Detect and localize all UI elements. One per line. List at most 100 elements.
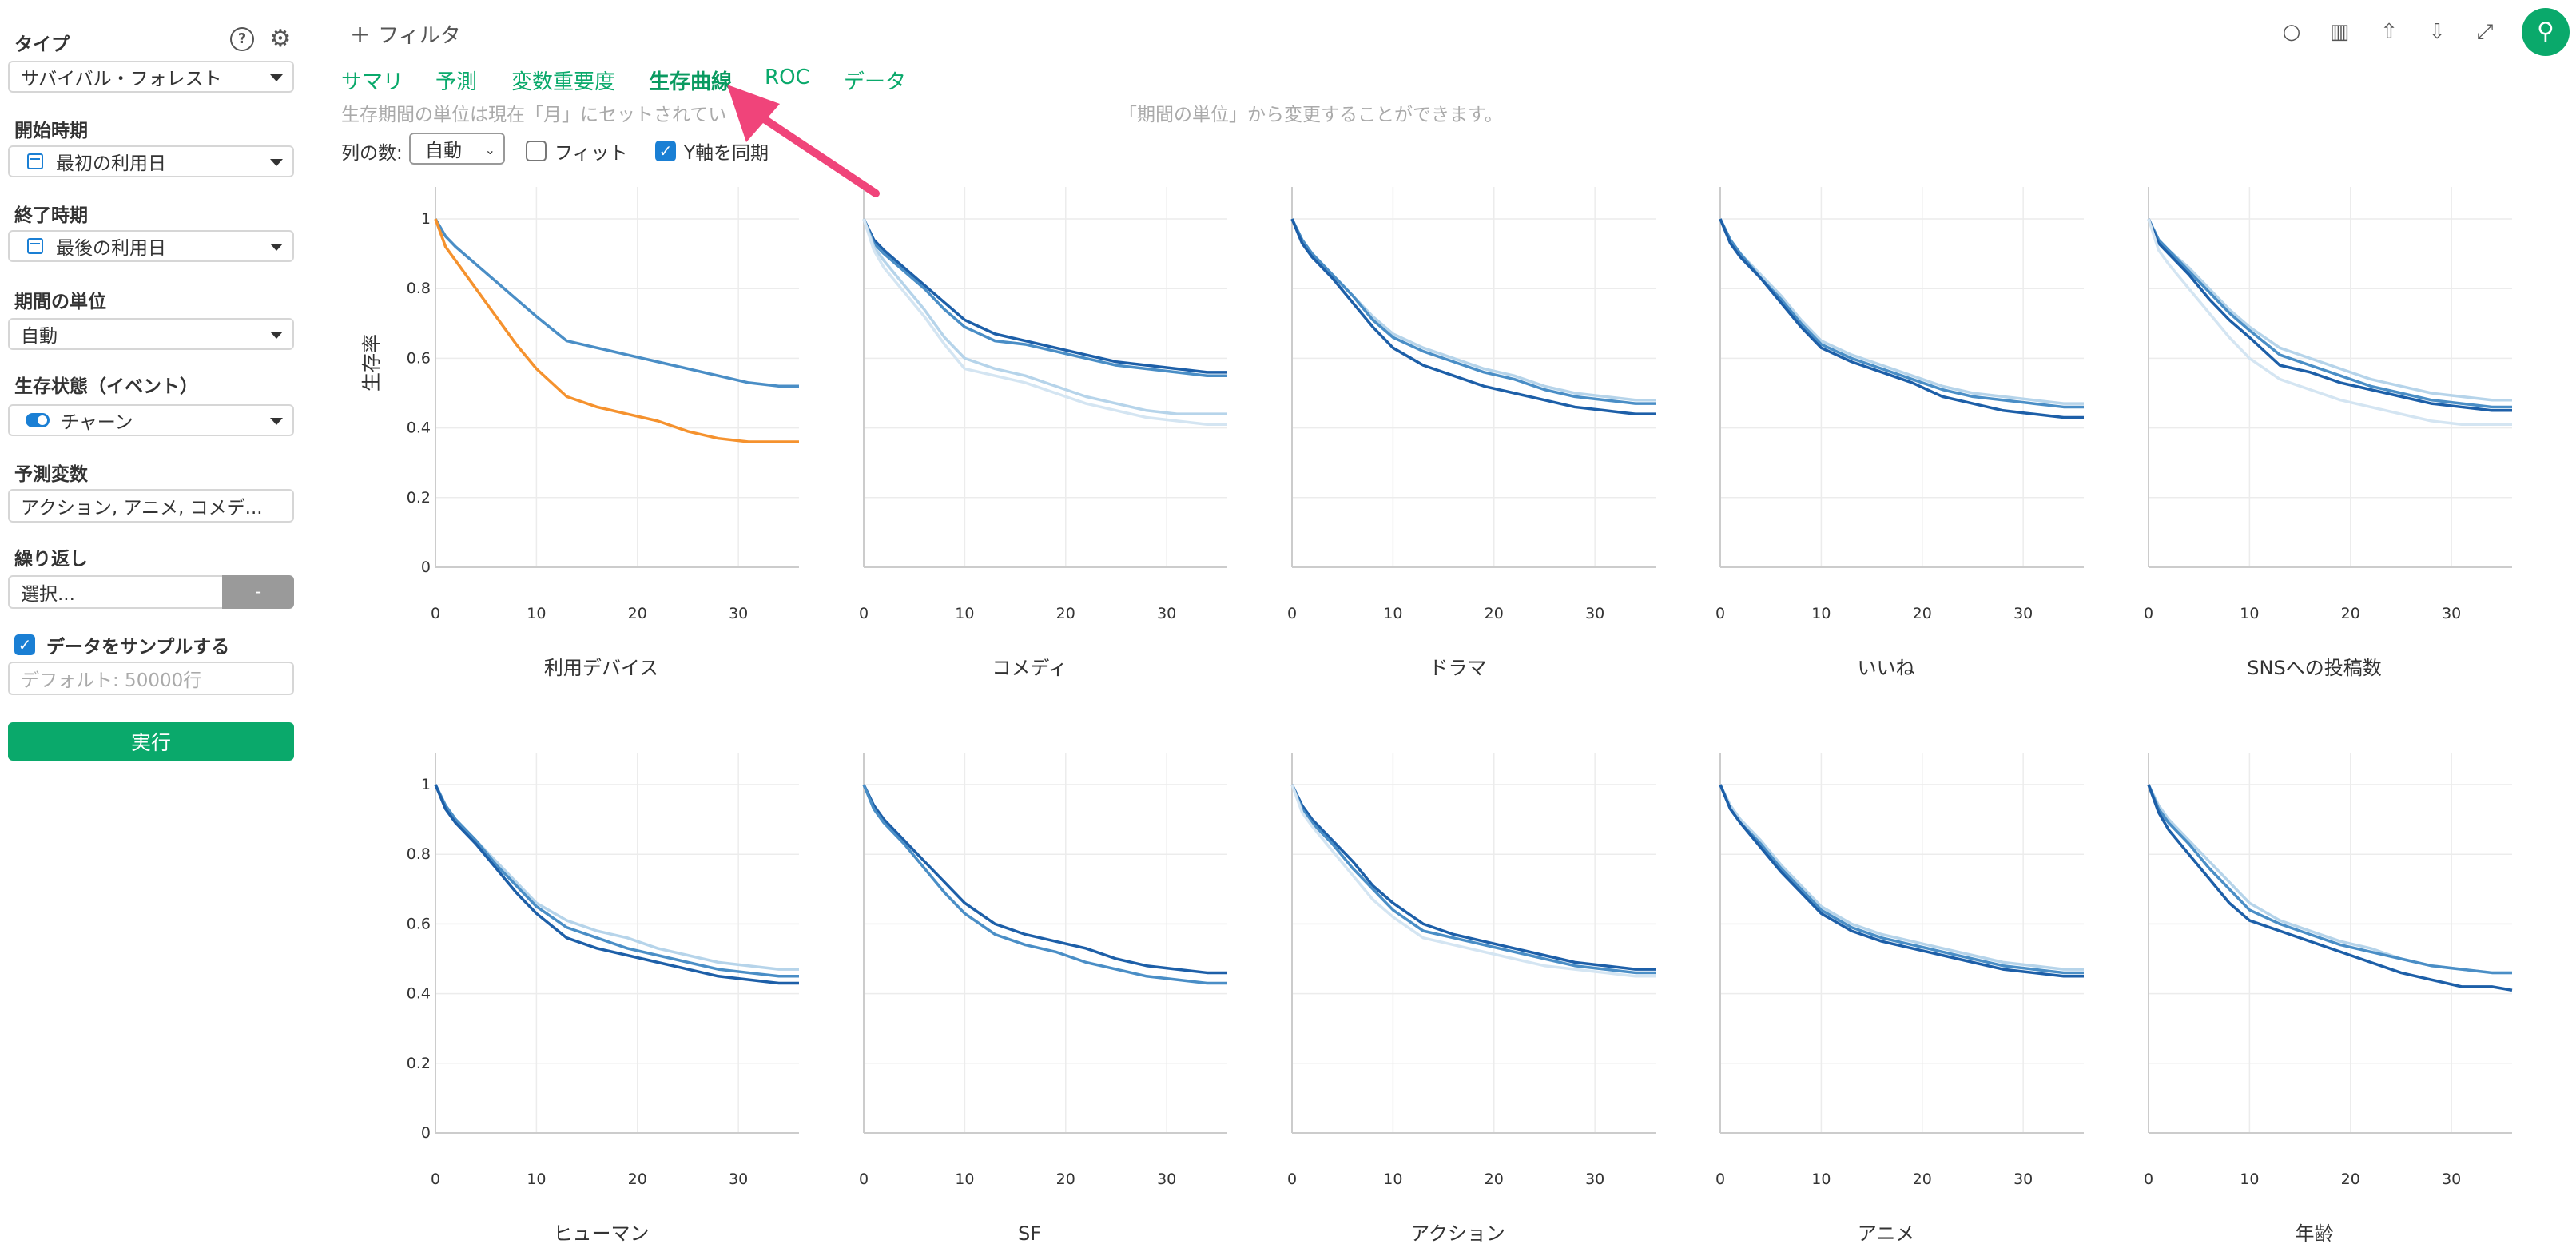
run-button[interactable]: 実行 bbox=[8, 722, 294, 761]
calendar-icon bbox=[27, 238, 43, 254]
x-tick-label: 10 bbox=[1383, 1171, 1402, 1188]
series-line bbox=[1719, 218, 2084, 419]
type-select-value: サバイバル・フォレスト bbox=[21, 69, 222, 89]
x-tick-label: 30 bbox=[1585, 1171, 1604, 1188]
pin-icon[interactable]: ⚲ bbox=[2522, 8, 2570, 56]
type-select[interactable]: サバイバル・フォレスト bbox=[8, 61, 294, 93]
y-tick-label: 0 bbox=[421, 558, 431, 576]
upload-icon[interactable]: ⇧ bbox=[2380, 20, 2398, 44]
y-tick-label: 0.6 bbox=[407, 915, 431, 932]
tab-data[interactable]: データ bbox=[844, 70, 907, 94]
x-tick-label: 0 bbox=[1715, 1171, 1725, 1188]
tab-importance[interactable]: 変数重要度 bbox=[511, 70, 616, 94]
calendar-icon bbox=[27, 153, 43, 169]
chevron-down-icon bbox=[270, 332, 283, 339]
chart-icon[interactable]: ▥ bbox=[2329, 20, 2350, 44]
series-line bbox=[1290, 784, 1656, 971]
series-line bbox=[2147, 218, 2512, 402]
series-line bbox=[2147, 218, 2512, 409]
x-tick-label: 10 bbox=[1811, 1171, 1831, 1188]
end-select[interactable]: 最後の利用日 bbox=[8, 230, 294, 262]
sample-checkbox-row: ✓ データをサンプルする bbox=[14, 631, 229, 658]
start-select[interactable]: 最初の利用日 bbox=[8, 145, 294, 177]
series-line bbox=[862, 218, 1227, 426]
columns-select-value: 自動 bbox=[425, 141, 462, 161]
x-tick-label: 10 bbox=[527, 1171, 546, 1188]
predictors-field[interactable]: アクション, アニメ, コメデ... bbox=[8, 489, 294, 523]
fit-checkbox-row: フィット bbox=[526, 137, 628, 165]
unit-select-value: 自動 bbox=[21, 326, 58, 347]
series-line bbox=[1719, 784, 2084, 971]
x-tick-label: 30 bbox=[1157, 605, 1176, 622]
fit-checkbox[interactable] bbox=[526, 141, 547, 161]
download-icon[interactable]: ⇩ bbox=[2428, 20, 2446, 44]
tab-prediction[interactable]: 予測 bbox=[435, 70, 478, 94]
comment-icon[interactable]: ○ bbox=[2282, 20, 2301, 44]
x-tick-label: 0 bbox=[859, 605, 869, 622]
chart-title: アニメ bbox=[1858, 1222, 1915, 1245]
y-tick-label: 0.4 bbox=[407, 419, 431, 437]
series-line bbox=[434, 784, 799, 978]
tab-roc[interactable]: ROC bbox=[765, 66, 810, 89]
y-tick-label: 0.6 bbox=[407, 349, 431, 367]
x-tick-label: 30 bbox=[2013, 1171, 2033, 1188]
series-line bbox=[1290, 784, 1656, 978]
x-tick-label: 30 bbox=[729, 605, 748, 622]
tab-survival-curve[interactable]: 生存曲線 bbox=[649, 70, 733, 94]
series-line bbox=[862, 218, 1227, 415]
x-tick-label: 20 bbox=[1056, 1171, 1075, 1188]
status-select[interactable]: チャーン bbox=[8, 404, 294, 436]
repeat-label: 繰り返し bbox=[14, 549, 88, 570]
chevron-down-icon bbox=[270, 244, 283, 251]
chart-title: ヒューマン bbox=[554, 1222, 650, 1245]
sample-checkbox[interactable]: ✓ bbox=[14, 634, 35, 655]
chart-title: ドラマ bbox=[1429, 657, 1487, 679]
x-tick-label: 20 bbox=[1485, 605, 1504, 622]
series-line bbox=[434, 784, 799, 971]
series-line bbox=[1719, 784, 2084, 975]
repeat-select[interactable]: 選択... bbox=[8, 575, 224, 609]
y-tick-label: 0.4 bbox=[407, 985, 431, 1003]
series-line bbox=[2147, 784, 2512, 975]
x-tick-label: 20 bbox=[1913, 1171, 1932, 1188]
sample-size-input[interactable]: デフォルト: 50000行 bbox=[8, 662, 294, 695]
series-line bbox=[862, 784, 1227, 975]
sync-checkbox[interactable]: ✓ bbox=[655, 141, 676, 161]
chart-title: SNSへの投稿数 bbox=[2247, 657, 2381, 679]
tab-summary[interactable]: サマリ bbox=[341, 70, 404, 94]
filter-button[interactable]: + フィルタ bbox=[350, 19, 461, 49]
x-tick-label: 20 bbox=[2341, 605, 2360, 622]
x-tick-label: 30 bbox=[2442, 605, 2461, 622]
plus-icon: + bbox=[350, 21, 371, 49]
x-tick-label: 30 bbox=[1585, 605, 1604, 622]
expand-icon[interactable]: ⤢ bbox=[2476, 20, 2494, 44]
help-icon[interactable]: ? bbox=[230, 27, 254, 51]
x-tick-label: 10 bbox=[955, 1171, 974, 1188]
gear-icon[interactable]: ⚙ bbox=[269, 25, 292, 53]
x-tick-label: 0 bbox=[2144, 1171, 2153, 1188]
unit-select[interactable]: 自動 bbox=[8, 318, 294, 350]
x-tick-label: 0 bbox=[2144, 605, 2153, 622]
y-tick-label: 0 bbox=[421, 1124, 431, 1142]
columns-select[interactable]: 自動 ⌄ bbox=[409, 133, 505, 165]
y-tick-label: 0.2 bbox=[407, 489, 431, 507]
x-tick-label: 20 bbox=[628, 1171, 647, 1188]
y-tick-label: 0.2 bbox=[407, 1055, 431, 1072]
columns-label: 列の数: bbox=[341, 143, 403, 164]
repeat-clear-button[interactable]: - bbox=[222, 575, 294, 609]
x-tick-label: 20 bbox=[1056, 605, 1075, 622]
series-line bbox=[1719, 218, 2084, 405]
y-axis-label: 生存率 bbox=[360, 334, 383, 392]
x-tick-label: 0 bbox=[1715, 605, 1725, 622]
series-line bbox=[434, 784, 799, 985]
series-line bbox=[862, 784, 1227, 985]
chart-title: 年齢 bbox=[2296, 1222, 2334, 1245]
x-tick-label: 10 bbox=[1383, 605, 1402, 622]
series-line bbox=[2147, 784, 2513, 992]
series-line bbox=[1290, 218, 1656, 402]
sidebar: タイプ ? ⚙ サバイバル・フォレスト 開始時期 最初の利用日 終了時期 最後の… bbox=[0, 0, 312, 1256]
x-tick-label: 0 bbox=[1287, 605, 1297, 622]
fit-label: フィット bbox=[555, 143, 628, 164]
chart-title: コメディ bbox=[992, 657, 1067, 679]
